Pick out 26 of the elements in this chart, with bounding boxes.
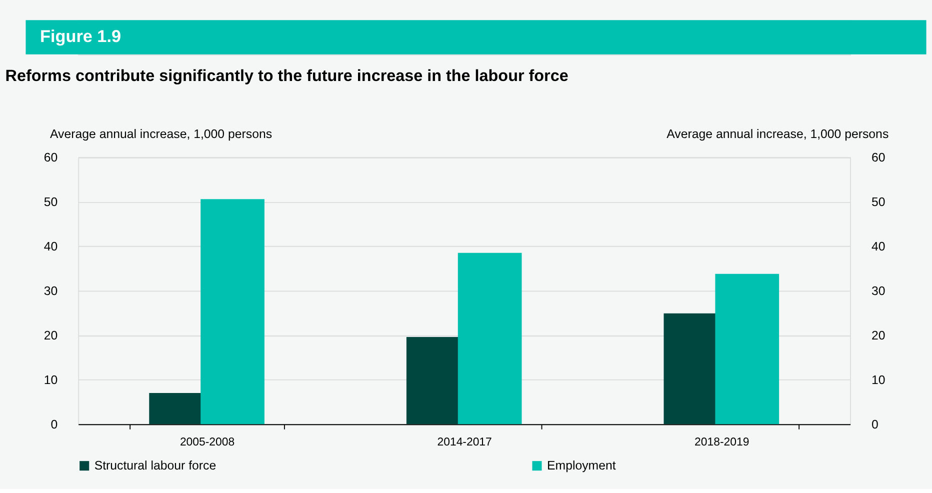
y-tick-label: 50 (44, 195, 58, 210)
x-tick-label: 2018-2019 (694, 436, 750, 449)
y-tick-label: 20 (44, 328, 58, 342)
y-tick-label: 0 (50, 417, 58, 432)
y2-tick-label: 50 (871, 195, 886, 210)
y2-tick-label: 60 (871, 150, 886, 165)
y2-tick-label: 0 (871, 417, 878, 432)
chart-title: Reforms contribute significantly to the future increase in the labour force (5, 67, 568, 86)
bar (200, 199, 264, 424)
y-tick-label: 60 (44, 150, 58, 165)
y2-tick-label: 10 (871, 372, 886, 387)
y2-axis-title: Average annual increase, 1,000 persons (666, 126, 889, 141)
caption: Figure 1.9 (40, 26, 121, 46)
y2-tick-label: 30 (871, 284, 886, 298)
bar (458, 252, 522, 424)
y-tick-label: 30 (44, 284, 58, 298)
y-tick-label: 10 (44, 372, 58, 387)
y-tick-label: 40 (44, 240, 58, 254)
x-tick-label: 2005-2008 (180, 436, 235, 449)
bar (715, 274, 780, 424)
y2-tick-label: 40 (871, 240, 886, 254)
x-tick-label: 2014-2017 (437, 436, 492, 449)
legend-label: Structural labour force (94, 458, 216, 473)
legend-label: Employment (547, 458, 616, 473)
y-axis-title: Average annual increase, 1,000 persons (50, 126, 272, 141)
y2-tick-label: 20 (871, 328, 886, 342)
